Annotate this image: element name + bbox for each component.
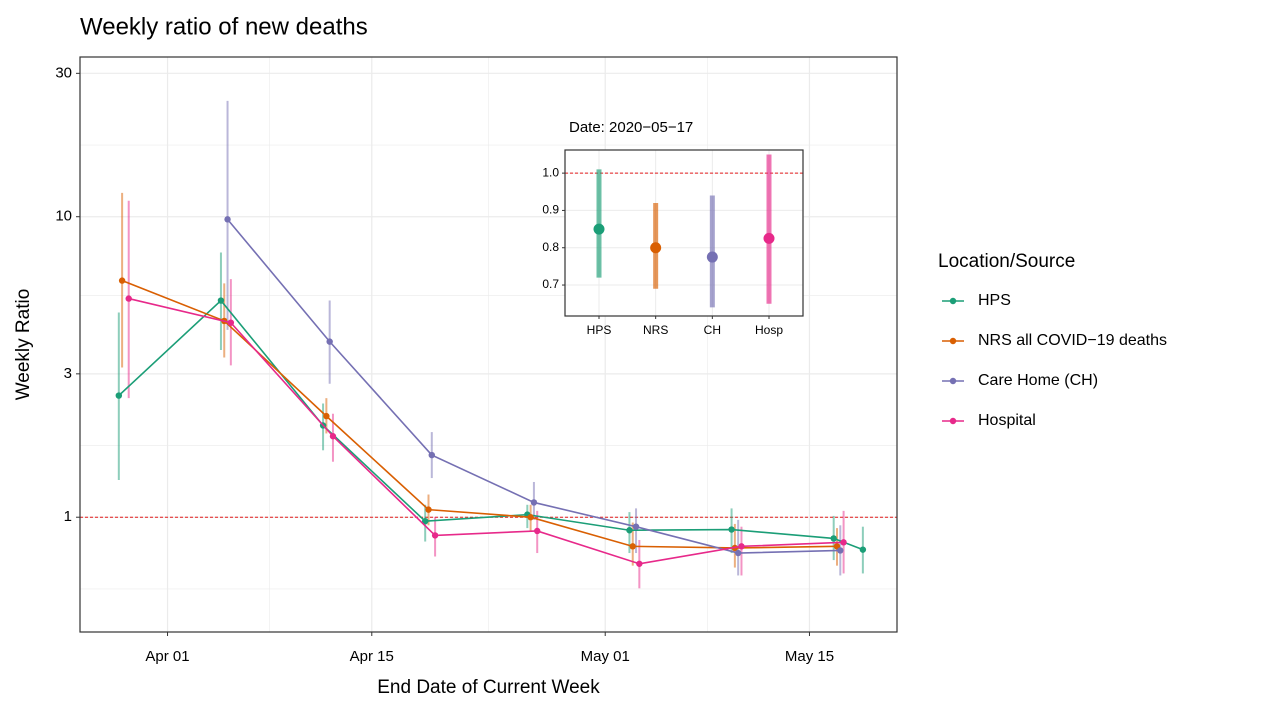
y-tick-label: 0.8 [542,240,559,254]
point [425,506,432,513]
point [728,526,735,533]
x-tick-label: HPS [587,323,612,337]
x-tick-label: Apr 15 [350,648,394,665]
inset-title: Date: 2020−05−17 [569,119,693,136]
point [626,527,633,534]
point [326,338,333,345]
inset-border [564,149,804,317]
x-tick-label: May 01 [581,648,630,665]
legend-key [949,417,957,425]
legend-key [949,377,957,385]
chart-title: Weekly ratio of new deaths [80,13,368,40]
y-tick-label: 1.0 [542,165,559,179]
x-tick-label: May 15 [785,648,834,665]
point [859,546,867,553]
point [115,392,123,399]
y-tick-label: 0.9 [542,203,559,217]
point [840,539,847,546]
y-tick-label: 0.7 [542,277,559,291]
inset-background [565,150,803,316]
series-line [128,297,844,565]
point [738,543,745,550]
x-tick-label: Hosp [755,323,783,337]
point [763,232,775,244]
point [428,451,435,459]
point [118,277,126,284]
x-tick-label: CH [704,323,721,337]
point [534,527,541,535]
y-tick-label: 3 [64,365,72,382]
point [837,547,844,554]
point [421,517,429,525]
point [530,499,538,506]
legend-label: HPS [978,292,1011,309]
legend-title: Location/Source [938,251,1075,272]
point [217,297,225,304]
x-tick-label: Apr 01 [145,648,189,665]
y-tick-label: 1 [64,508,72,525]
legend-key [949,337,957,345]
point [224,216,231,223]
point [227,319,235,326]
plot-border [79,56,898,633]
point [629,543,636,550]
x-tick-label: NRS [643,323,668,337]
point [650,242,662,254]
legend-label: Care Home (CH) [978,372,1098,389]
point [734,549,742,557]
point [527,514,534,521]
legend-key [949,297,957,305]
point [125,295,132,302]
legend-label: NRS all COVID−19 deaths [978,332,1167,349]
point [830,535,837,542]
legend-label: Hospital [978,412,1036,429]
point [329,433,337,440]
point [636,560,643,567]
y-tick-label: 10 [55,208,72,225]
point [593,223,605,235]
y-tick-label: 30 [55,64,72,81]
point [706,251,718,263]
point [431,532,439,539]
point [632,523,640,530]
y-axis-label: Weekly Ratio [13,289,34,401]
point [323,412,330,420]
x-axis-label: End Date of Current Week [377,677,600,698]
